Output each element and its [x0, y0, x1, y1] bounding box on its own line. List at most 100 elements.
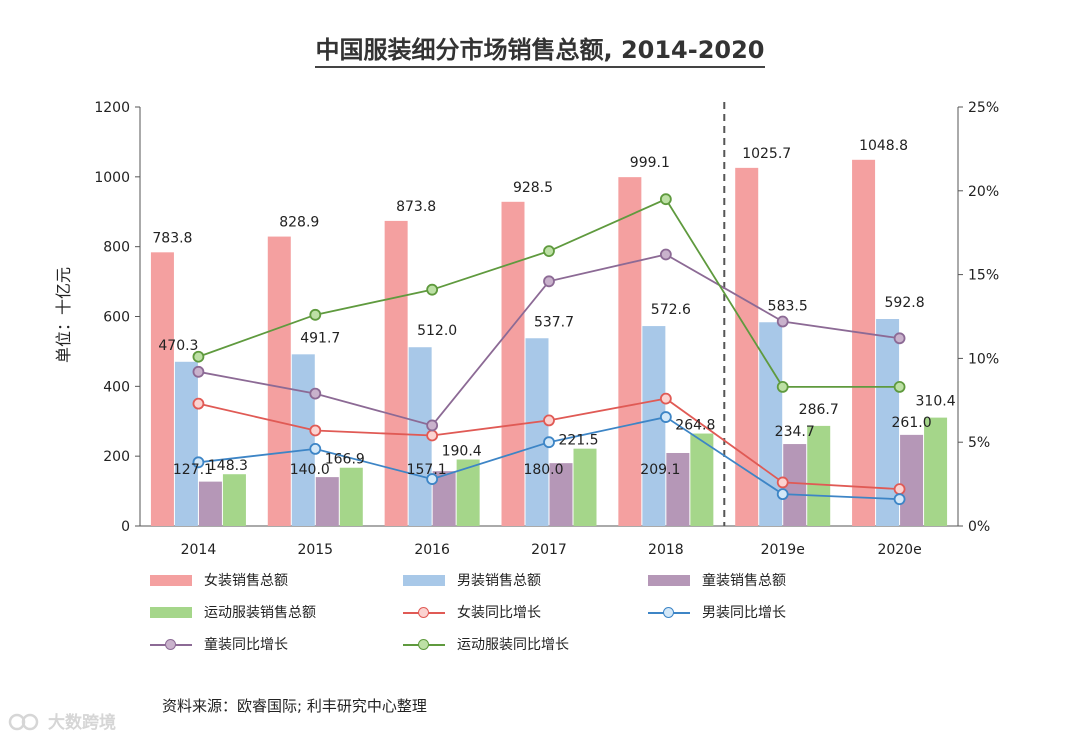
line-sports-growth-point	[309, 308, 322, 321]
y-tick-label: 600	[103, 310, 130, 326]
chart-title: 中国服装细分市场销售总额, 2014-2020	[0, 30, 1080, 68]
legend-label: 男装销售总额	[457, 573, 541, 589]
y2-tick-label: 25%	[968, 100, 999, 116]
data-label-sports: 190.4	[442, 444, 482, 460]
y-tick-label: 800	[103, 240, 130, 256]
legend-item-sports-sales: 运动服装销售总额	[150, 602, 316, 622]
legend-item-sports-growth: 运动服装同比增长	[403, 634, 569, 654]
data-label-women: 828.9	[279, 215, 319, 231]
bar-men-sales	[408, 347, 432, 526]
data-label-sports: 166.9	[325, 452, 365, 468]
line-kids-growth-point	[543, 275, 555, 288]
bar-kids-sales	[549, 463, 573, 526]
line-women-growth-point	[192, 397, 205, 410]
data-label-men: 537.7	[534, 314, 574, 330]
x-tick-label: 2015	[297, 542, 333, 558]
y2-tick-label: 15%	[968, 268, 999, 284]
data-label-women: 1025.7	[742, 146, 791, 162]
data-label-sports: 286.7	[799, 402, 839, 418]
bar-kids-sales	[315, 477, 339, 526]
line-men-growth-point	[192, 456, 205, 469]
chart-plot: 0 200 400 600 800 1000 1200 0% 5% 10% 15% 20% 25% 201…	[94, 100, 999, 558]
legend-item-men-growth: 男装同比增长	[648, 602, 786, 622]
data-label-kids: 261.0	[892, 415, 932, 431]
bar-men-sales	[291, 354, 315, 526]
y2-tick-label: 0%	[968, 519, 990, 535]
x-tick-label: 2018	[648, 542, 684, 558]
bar-kids-sales	[666, 452, 690, 526]
data-label-women: 999.1	[630, 155, 670, 171]
data-label-sports: 221.5	[558, 433, 598, 449]
legend-label: 男装同比增长	[702, 605, 786, 621]
bar-sports-sales	[222, 474, 246, 526]
y-tick-label: 1000	[94, 170, 130, 186]
bar-men-sales	[174, 361, 198, 526]
y-tick-label: 1200	[94, 100, 130, 116]
watermark: 大数跨境	[8, 708, 116, 733]
line-men-growth-point	[309, 443, 322, 455]
bar-kids-sales	[432, 471, 456, 526]
data-label-men: 470.3	[158, 338, 198, 354]
line-sports-growth-point	[426, 283, 439, 296]
bar-women-sales	[150, 252, 174, 526]
legend-item-women-growth: 女装同比增长	[403, 602, 541, 622]
bar-women-sales	[852, 159, 876, 526]
y2-tick-label: 20%	[968, 184, 999, 200]
legend-swatch-kids-sales	[648, 574, 690, 586]
line-men-growth-point	[776, 488, 789, 501]
line-sports-growth-point	[543, 245, 555, 258]
bar-women-sales	[267, 236, 291, 526]
line-women-growth-point	[776, 476, 789, 489]
line-men-growth-point	[893, 493, 906, 506]
legend-line-men-growth	[648, 606, 690, 618]
bar-men-sales	[876, 319, 900, 526]
legend-label: 运动服装销售总额	[204, 605, 316, 621]
data-label-sports: 310.4	[916, 394, 956, 410]
legend-swatch-sports-sales	[150, 606, 192, 618]
line-men-growth-point	[543, 436, 555, 449]
data-label-women: 1048.8	[859, 138, 908, 154]
line-women-growth-point	[659, 392, 672, 405]
legend-item-kids-growth: 童装同比增长	[150, 634, 288, 654]
data-label-kids: 180.0	[523, 462, 563, 478]
data-label-kids: 127.1	[173, 462, 213, 478]
x-tick-label: 2014	[181, 542, 217, 558]
data-label-kids: 234.7	[775, 424, 815, 440]
data-label-men: 592.8	[885, 295, 925, 311]
y2-tick-label: 10%	[968, 351, 999, 367]
line-kids-growth-point	[659, 248, 672, 261]
watermark-logo-icon	[8, 713, 39, 730]
data-label-sports: 148.3	[208, 458, 248, 474]
watermark-text: 大数跨境	[48, 713, 116, 733]
legend-line-kids-growth	[150, 638, 192, 650]
bar-sports-sales	[456, 459, 480, 526]
data-label-men: 512.0	[417, 323, 457, 339]
data-label-women: 928.5	[513, 180, 553, 196]
line-women-growth-point	[893, 483, 906, 496]
data-label-kids: 157.1	[407, 462, 447, 478]
data-label-sports: 264.8	[675, 418, 715, 434]
line-women-growth-point	[543, 414, 555, 427]
legend-label: 童装同比增长	[204, 637, 288, 653]
data-label-women: 873.8	[396, 199, 436, 215]
line-sports-growth-point	[893, 380, 906, 393]
line-sports-growth-point	[192, 350, 205, 363]
data-label-kids: 209.1	[640, 462, 680, 478]
data-label-kids: 140.0	[290, 462, 330, 478]
bar-women-sales	[384, 220, 408, 526]
bar-men-sales	[642, 326, 666, 526]
x-tick-label: 2016	[414, 542, 450, 558]
bar-men-sales	[525, 338, 549, 526]
bar-kids-sales	[900, 434, 924, 526]
x-tick-label: 2020e	[877, 542, 921, 558]
source-note: 资料来源：欧睿国际; 利丰研究中心整理	[162, 697, 427, 715]
line-kids-growth-point	[426, 419, 439, 432]
bar-sports-sales	[339, 467, 363, 526]
legend-item-women-sales: 女装销售总额	[150, 570, 288, 590]
legend-item-men-sales: 男装销售总额	[403, 570, 541, 590]
line-sports-growth-point	[776, 380, 789, 393]
line-women-growth-point	[426, 429, 439, 442]
bar-sports-sales	[573, 448, 597, 526]
bar-men-sales	[759, 322, 783, 526]
legend-line-women-growth	[403, 606, 445, 618]
